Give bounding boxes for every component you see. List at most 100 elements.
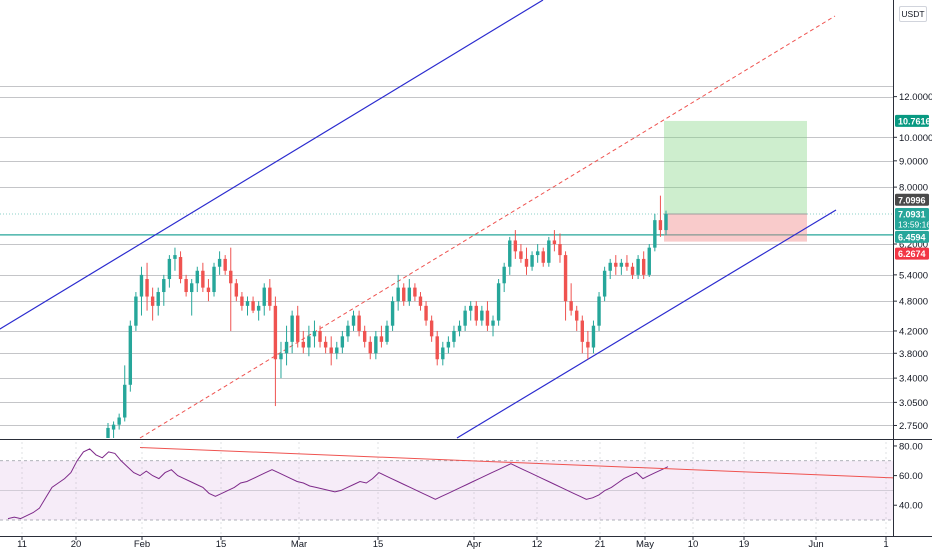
candle (190, 279, 194, 316)
candle-body (223, 258, 227, 271)
candle-body (139, 274, 144, 297)
candle-body (184, 279, 188, 293)
candle (379, 325, 384, 348)
candle-body (396, 287, 400, 302)
price-tick-label: 3.0500 (899, 398, 928, 409)
candle-body (469, 305, 473, 311)
candle-body (602, 270, 607, 297)
candle (212, 262, 216, 297)
candle (123, 365, 127, 422)
candle (323, 336, 328, 354)
candle-body (591, 325, 596, 348)
candle-body (608, 262, 612, 271)
candle (340, 330, 345, 354)
candle-body (463, 310, 467, 326)
candle (256, 301, 261, 321)
candle (446, 336, 451, 354)
candle (407, 279, 412, 306)
candle-body (217, 258, 222, 267)
candle-body (446, 341, 451, 348)
candle-body (245, 301, 250, 306)
currency-label: USDT (901, 9, 925, 19)
price-tag-label: 10.7616 (898, 116, 931, 126)
candle (580, 315, 584, 354)
candle (429, 315, 434, 342)
candle (150, 287, 155, 321)
candle-body (519, 251, 523, 259)
candle (513, 230, 518, 259)
candle (552, 230, 557, 252)
candle (474, 301, 478, 326)
rsi-tick-label: 80.00 (899, 441, 923, 452)
candle (614, 255, 618, 275)
time-tick-label: Mar (291, 539, 307, 550)
candle (106, 423, 110, 438)
currency-button[interactable]: USDT (899, 6, 927, 22)
candle-body (296, 315, 300, 342)
candle (318, 325, 322, 348)
price-tick-label: 8.0000 (899, 183, 928, 194)
candle (234, 279, 239, 302)
candle (664, 210, 668, 236)
channel-median-line[interactable] (139, 15, 836, 439)
channel-upper-line[interactable] (0, 0, 544, 332)
candle-body (256, 305, 261, 311)
rsi-trend-line[interactable] (139, 446, 894, 479)
candle (390, 296, 395, 331)
candle-body (413, 287, 417, 297)
price-tick-label: 9.0000 (899, 156, 928, 167)
price-tag-box (895, 230, 929, 243)
candle (647, 244, 651, 277)
long-position-tool[interactable] (664, 120, 807, 242)
candle-body (106, 427, 110, 438)
candle-body (658, 220, 663, 231)
candle-body (457, 325, 462, 331)
candle-body (145, 279, 149, 297)
candle (530, 251, 534, 271)
candle (279, 341, 283, 379)
candle-body (586, 341, 590, 348)
time-axis[interactable]: 11 20 Feb 15 Mar 15 Apr 12 21 May 10 19 Jun 1 (17, 442, 889, 550)
price-tag: 10.7616 (895, 114, 931, 127)
candle (496, 279, 501, 326)
candle (519, 244, 523, 263)
candle (575, 305, 579, 331)
candle (591, 320, 596, 354)
rsi-axis: 80.00 60.00 40.00 (893, 441, 923, 512)
candle (273, 296, 278, 407)
candle-body (435, 336, 439, 360)
candle-body (173, 255, 177, 259)
price-tag-box (895, 193, 929, 206)
candle (362, 325, 367, 348)
candle-body (563, 255, 568, 302)
candle-body (508, 240, 512, 267)
candle-body (558, 244, 562, 256)
candle-body (480, 310, 484, 321)
candle (413, 283, 417, 302)
time-tick-label: 15 (216, 539, 227, 550)
price-tick-label: 4.8000 (899, 297, 928, 308)
time-tick-label: 11 (17, 539, 27, 550)
price-tag-box (895, 207, 929, 230)
candle (480, 305, 484, 326)
candle (630, 262, 635, 280)
trend-channel[interactable] (0, 0, 837, 439)
stop-zone[interactable] (664, 213, 807, 242)
candle-body (111, 424, 116, 430)
candle (502, 262, 506, 293)
candle-body (323, 341, 328, 348)
candle (608, 258, 612, 280)
candle-body (206, 287, 211, 293)
candle (625, 255, 629, 271)
target-zone[interactable] (664, 120, 807, 214)
channel-lower-line[interactable] (456, 209, 837, 439)
candle (563, 251, 568, 321)
candle (558, 233, 562, 263)
candle-body (240, 296, 244, 306)
candle-body (134, 296, 138, 326)
candle-body (641, 258, 646, 275)
candle (329, 336, 333, 366)
price-tag-box (895, 247, 929, 260)
